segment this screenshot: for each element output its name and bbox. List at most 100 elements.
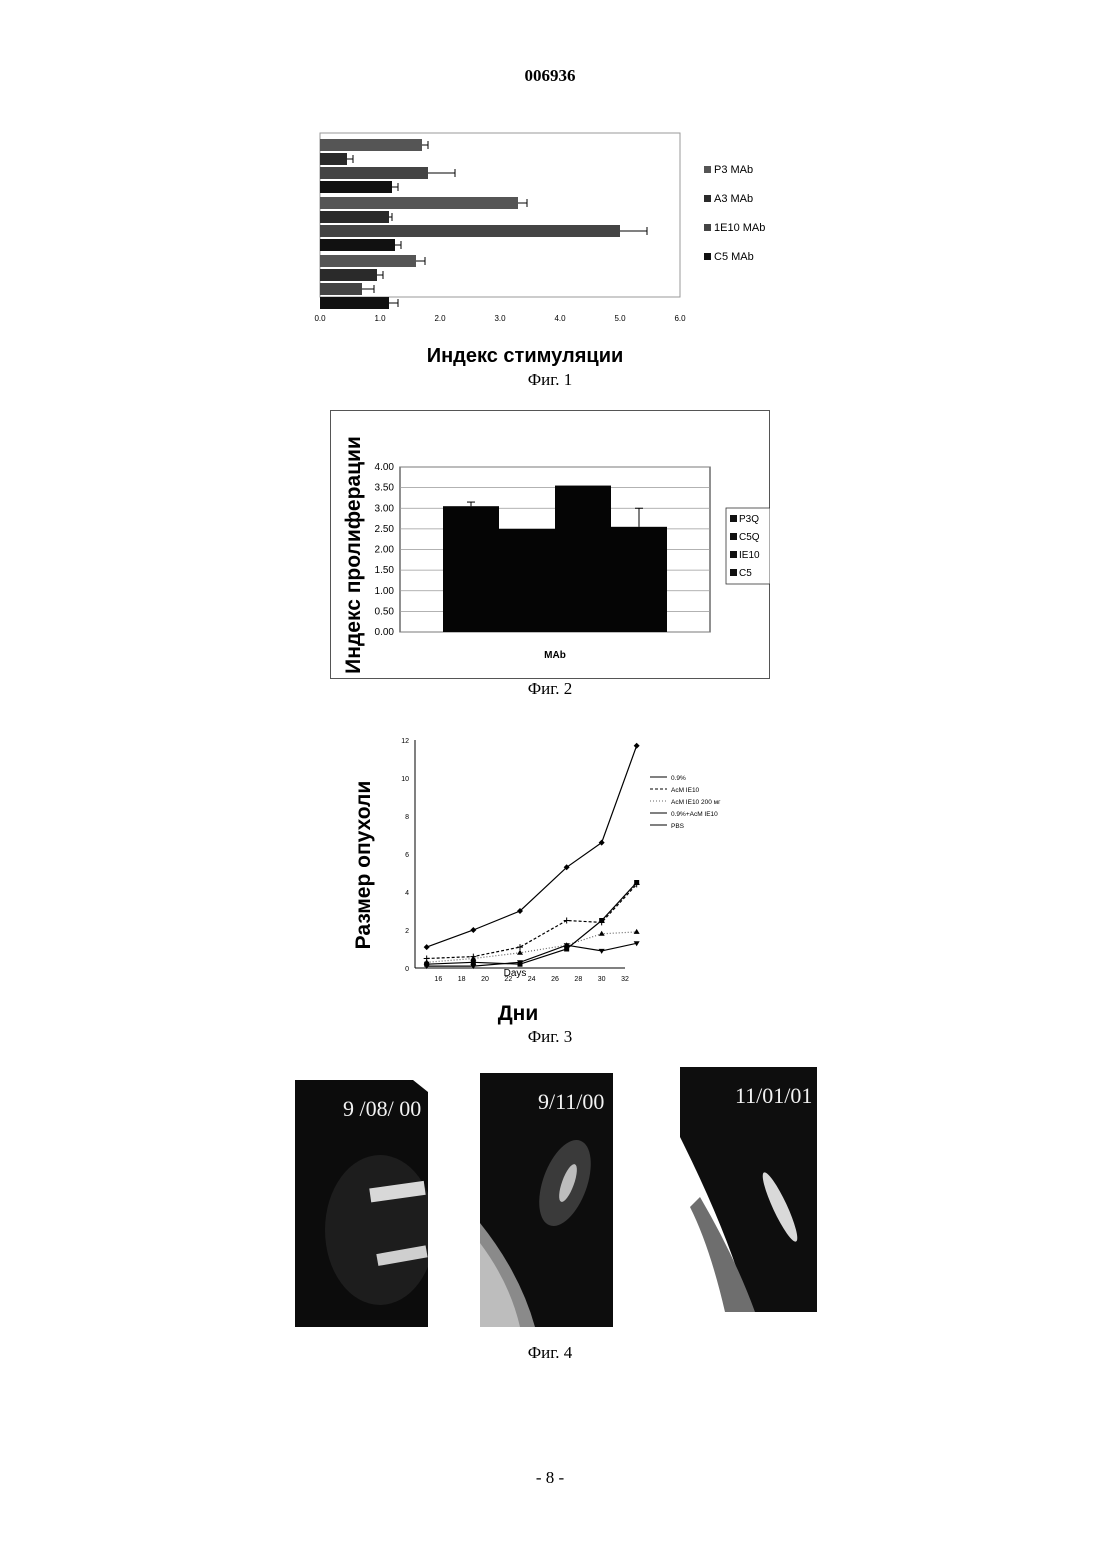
fig3-point (517, 950, 523, 955)
fig1-x-tick-label: 3.0 (494, 314, 506, 323)
fig3-y-tick-label: 0 (405, 966, 409, 973)
fig2-legend-label: IE10 (739, 550, 760, 561)
fig3-series-line (427, 883, 637, 965)
fig3-y-tick-label: 2 (405, 928, 409, 935)
fig1-bar (320, 153, 347, 165)
fig1-legend-swatch (704, 166, 711, 173)
fig3-legend-label: 0.9% (671, 775, 686, 782)
fig3-x-tick-label: 18 (458, 976, 466, 983)
fig3-point (634, 880, 639, 885)
fig2-y-tick-label: 4.00 (375, 462, 395, 473)
fig3-y-tick-label: 12 (401, 738, 409, 745)
fig2-y-tick-label: 2.00 (375, 545, 395, 556)
fig3-point (599, 918, 604, 923)
fig3-axis-inline-label: Days (504, 968, 527, 979)
fig1-bar (320, 139, 422, 151)
photo-1-date: 9 /08/ 00 (343, 1096, 421, 1122)
fig2-legend-label: C5Q (739, 532, 760, 543)
fig3-x-tick-label: 26 (551, 976, 559, 983)
figure-2-chart: 0.000.501.001.502.002.503.003.504.00MAbИ… (330, 410, 770, 680)
figure-2-caption: Фиг. 2 (0, 679, 1100, 699)
fig1-bar (320, 211, 389, 223)
fig2-legend-swatch (730, 515, 737, 522)
fig3-point (424, 962, 429, 967)
fig2-legend-swatch (730, 551, 737, 558)
fig2-bar (499, 529, 555, 632)
fig3-point (424, 944, 430, 950)
fig1-bar (320, 255, 416, 267)
fig3-legend-label: PBS (671, 823, 685, 830)
fig3-y-tick-label: 4 (405, 890, 409, 897)
fig3-x-tick-label: 30 (598, 976, 606, 983)
fig2-y-tick-label: 1.50 (375, 565, 395, 576)
fig2-y-tick-label: 3.00 (375, 503, 395, 514)
fig1-bar (320, 239, 395, 251)
photo-2-date: 9/11/00 (538, 1089, 604, 1115)
fig2-y-tick-label: 1.00 (375, 586, 395, 597)
fig1-bar (320, 197, 518, 209)
fig2-y-tick-label: 0.50 (375, 606, 395, 617)
fig2-legend-label: P3Q (739, 514, 759, 525)
page-number: - 8 - (0, 1468, 1100, 1488)
fig1-bar (320, 225, 620, 237)
figure-3-chart: 024681012161820222426283032Days0.9%AcM I… (345, 725, 785, 1030)
fig1-x-tick-label: 2.0 (434, 314, 446, 323)
fig3-point (634, 929, 640, 934)
fig3-point (634, 743, 640, 749)
fig1-x-tick-label: 0.0 (314, 314, 326, 323)
fig1-legend-label: 1E10 MAb (714, 222, 765, 234)
figure-1-caption: Фиг. 1 (0, 370, 1100, 390)
fig2-bar (611, 527, 667, 632)
document-number: 006936 (0, 66, 1100, 86)
tumor-photo-3: 11/01/01 (680, 1067, 817, 1312)
fig1-legend-label: A3 MAb (714, 193, 753, 205)
figure-3-caption: Фиг. 3 (0, 1027, 1100, 1047)
fig1-bar (320, 297, 389, 309)
fig2-y-tick-label: 3.50 (375, 483, 395, 494)
fig1-legend-swatch (704, 195, 711, 202)
fig3-x-axis-title: Дни (498, 1002, 539, 1025)
fig1-x-tick-label: 6.0 (674, 314, 686, 323)
tumor-photo-2: 9/11/00 (480, 1073, 613, 1327)
fig1-x-axis-title: Индекс стимуляции (427, 345, 624, 367)
fig3-legend-label: AcM IE10 200 мг (671, 799, 721, 806)
fig3-y-axis-title: Размер опухоли (352, 781, 375, 950)
fig1-legend-label: P3 MAb (714, 164, 753, 176)
fig3-y-tick-label: 6 (405, 852, 409, 859)
fig3-x-tick-label: 20 (481, 976, 489, 983)
fig3-legend-label: AcM IE10 (671, 787, 700, 794)
fig2-x-axis-title: MAb (544, 650, 566, 661)
fig1-legend-swatch (704, 253, 711, 260)
fig3-x-tick-label: 28 (574, 976, 582, 983)
fig2-legend-label: C5 (739, 568, 752, 579)
fig3-y-tick-label: 10 (401, 776, 409, 783)
fig2-legend-swatch (730, 569, 737, 576)
fig1-x-tick-label: 1.0 (374, 314, 386, 323)
fig1-bar (320, 283, 362, 295)
fig3-x-tick-label: 24 (528, 976, 536, 983)
fig1-x-tick-label: 4.0 (554, 314, 566, 323)
fig3-point (564, 918, 570, 924)
fig3-point (518, 962, 523, 967)
fig2-bar (443, 506, 499, 632)
tumor-photo-1: 9 /08/ 00 (295, 1080, 428, 1327)
fig3-point (564, 947, 569, 952)
fig3-point (517, 944, 523, 950)
fig1-bar (320, 269, 377, 281)
fig3-legend-label: 0.9%+AcM IE10 (671, 811, 718, 818)
fig3-point (471, 960, 476, 965)
figure-4-caption: Фиг. 4 (0, 1343, 1100, 1363)
fig2-y-tick-label: 0.00 (375, 627, 395, 638)
fig1-x-tick-label: 5.0 (614, 314, 626, 323)
fig3-point (599, 949, 605, 954)
fig2-y-axis-title: Индекс пролиферации (342, 436, 365, 674)
fig1-legend-label: C5 MAb (714, 251, 754, 263)
fig3-y-tick-label: 8 (405, 814, 409, 821)
photo-3-date: 11/01/01 (735, 1083, 812, 1109)
fig2-bar (555, 486, 611, 632)
fig1-bar (320, 167, 428, 179)
fig3-x-tick-label: 32 (621, 976, 629, 983)
figure-1-chart: 0.0 1.0 2.0 3.0 4.0 5.0 6.0 P3 MAb A3 MAb 1E10 MA… (300, 125, 820, 370)
fig1-legend-swatch (704, 224, 711, 231)
fig2-legend-swatch (730, 533, 737, 540)
